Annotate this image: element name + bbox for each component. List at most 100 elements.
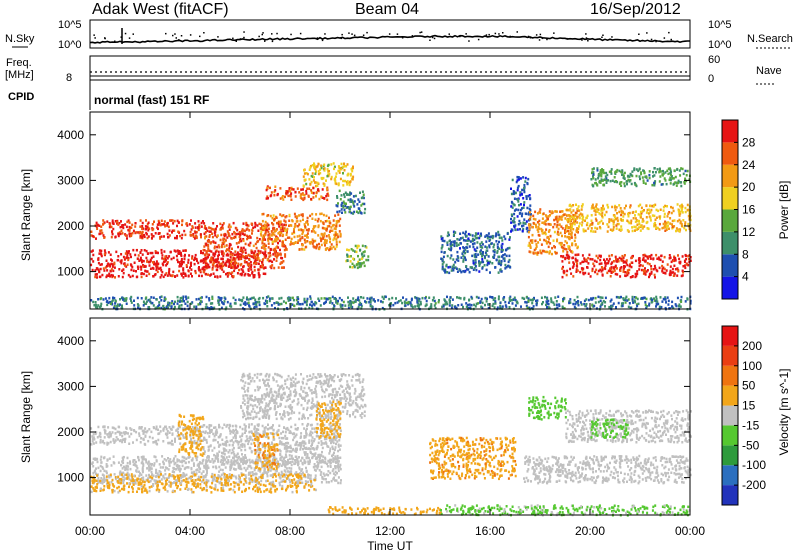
heatmap-cell	[303, 175, 305, 178]
heatmap-cell	[664, 268, 666, 271]
heatmap-cell	[250, 236, 252, 239]
heatmap-cell	[680, 185, 682, 188]
heatmap-cell	[210, 227, 212, 230]
heatmap-cell	[225, 239, 227, 242]
heatmap-cell	[627, 175, 629, 178]
heatmap-cell	[276, 260, 278, 263]
heatmap-cell	[442, 239, 444, 242]
heatmap-cell	[657, 303, 659, 306]
heatmap-cell	[635, 210, 637, 213]
heatmap-cell	[252, 227, 254, 230]
heatmap-cell	[459, 247, 461, 250]
noise-dot	[568, 38, 570, 40]
heatmap-cell	[592, 297, 594, 300]
heatmap-cell	[336, 211, 338, 214]
heatmap-cell	[620, 207, 622, 210]
heatmap-cell	[265, 255, 267, 258]
heatmap-cell	[273, 302, 275, 305]
heatmap-cell	[474, 242, 476, 245]
heatmap-cell	[639, 260, 641, 263]
heatmap-cell	[164, 469, 166, 472]
heatmap-cell	[520, 177, 522, 180]
heatmap-cell	[300, 188, 302, 191]
heatmap-cell	[456, 242, 458, 245]
heatmap-cell	[337, 482, 339, 485]
heatmap-cell	[529, 211, 531, 214]
heatmap-cell	[510, 230, 512, 233]
heatmap-cell	[335, 228, 337, 231]
heatmap-cell	[238, 254, 240, 257]
heatmap-cell	[616, 206, 618, 209]
heatmap-cell	[308, 228, 310, 231]
heatmap-cell	[221, 246, 223, 249]
heatmap-cell	[639, 178, 641, 181]
heatmap-cell	[293, 228, 295, 231]
heatmap-cell	[600, 169, 602, 172]
heatmap-cell	[335, 300, 337, 303]
heatmap-cell	[205, 306, 207, 309]
heatmap-cell	[255, 254, 257, 257]
heatmap-cell	[602, 205, 604, 208]
noise-right-tick-top: 10^5	[708, 19, 732, 31]
heatmap-cell	[486, 250, 488, 253]
heatmap-cell	[135, 222, 137, 225]
heatmap-cell	[283, 224, 285, 227]
noise-dot	[104, 37, 106, 39]
heatmap-cell	[302, 219, 304, 222]
noise-dot	[232, 38, 234, 40]
heatmap-cell	[295, 195, 297, 198]
heatmap-cell	[326, 175, 328, 178]
heatmap-cell	[328, 164, 330, 167]
heatmap-cell	[664, 213, 666, 216]
heatmap-cell	[221, 250, 223, 253]
heatmap-cell	[338, 182, 340, 185]
heatmap-cell	[94, 276, 96, 279]
heatmap-cell	[581, 208, 583, 211]
heatmap-cell	[539, 239, 541, 242]
heatmap-cell	[461, 304, 463, 307]
noise-dot	[421, 31, 423, 33]
heatmap-cell	[394, 302, 396, 305]
heatmap-cell	[329, 238, 331, 241]
heatmap-cell	[493, 257, 495, 260]
heatmap-cell	[579, 271, 581, 274]
heatmap-cell	[498, 298, 500, 301]
heatmap-cell	[521, 213, 523, 216]
heatmap-cell	[107, 302, 109, 305]
heatmap-cell	[456, 251, 458, 254]
heatmap-cell	[561, 218, 563, 221]
heatmap-cell	[101, 274, 103, 277]
nave-right-tick-top: 60	[708, 54, 720, 66]
heatmap-cell	[369, 298, 371, 301]
heatmap-cell	[122, 276, 124, 279]
heatmap-cell	[201, 462, 203, 465]
heatmap-cell	[265, 231, 267, 234]
heatmap-cell	[576, 229, 578, 232]
heatmap-cell	[127, 462, 129, 465]
heatmap-cell	[311, 213, 313, 216]
heatmap-cell	[273, 267, 275, 270]
heatmap-cell	[681, 225, 683, 228]
heatmap-cell	[443, 251, 445, 254]
heatmap-cell	[618, 296, 620, 299]
heatmap-cell	[190, 219, 192, 222]
heatmap-cell	[507, 233, 509, 236]
heatmap-cell	[611, 254, 613, 257]
heatmap-cell	[95, 237, 97, 240]
heatmap-cell	[604, 267, 606, 270]
heatmap-cell	[98, 271, 100, 274]
heatmap-cell	[173, 457, 175, 460]
heatmap-cell	[354, 266, 356, 269]
heatmap-cell	[176, 458, 178, 461]
heatmap-cell	[654, 274, 656, 277]
heatmap-cell	[543, 232, 545, 235]
heatmap-cell	[95, 301, 97, 304]
noise-dot	[264, 40, 266, 42]
heatmap-cell	[206, 250, 208, 253]
heatmap-cell	[309, 295, 311, 298]
heatmap-cell	[150, 260, 152, 263]
heatmap-cell	[262, 258, 264, 261]
heatmap-cell	[662, 170, 664, 173]
heatmap-cell	[127, 264, 129, 267]
heatmap-cell	[190, 234, 192, 237]
